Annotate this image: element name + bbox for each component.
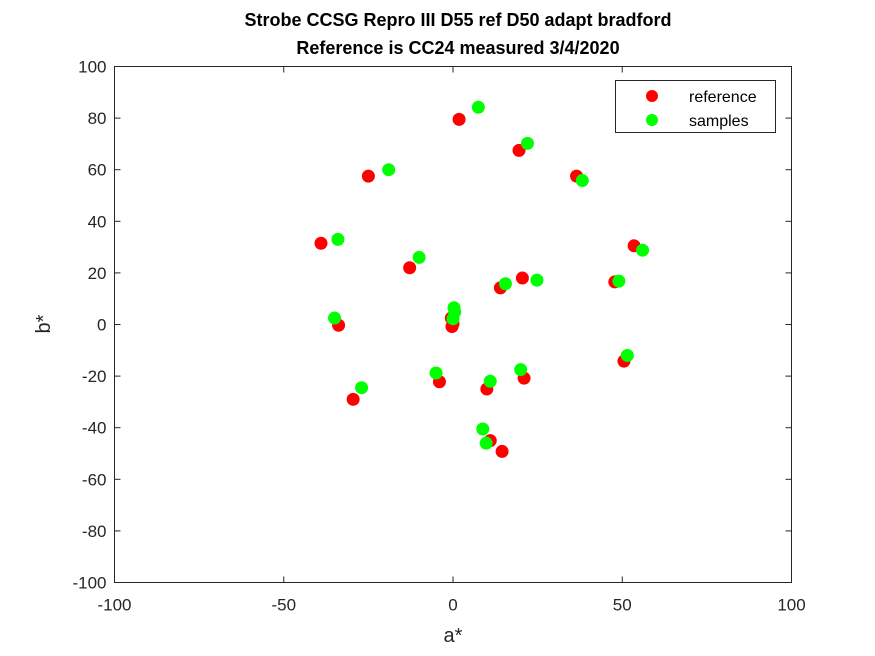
x-tick-label: 0 <box>448 596 457 615</box>
x-tick-label: -50 <box>271 596 296 615</box>
point-samples-13 <box>446 312 460 326</box>
point-reference-1 <box>361 169 375 183</box>
point-samples-14 <box>620 348 634 362</box>
legend: reference samples <box>615 80 776 133</box>
y-tick-label: 20 <box>88 264 107 283</box>
point-samples-2 <box>471 100 485 114</box>
point-reference-9 <box>515 271 529 285</box>
point-samples-4 <box>575 174 589 188</box>
point-samples-7 <box>412 250 426 264</box>
legend-marker-reference <box>646 90 658 102</box>
point-reference-7 <box>403 261 417 275</box>
legend-box <box>615 80 776 133</box>
point-samples-10 <box>328 311 342 325</box>
y-tick-label: 0 <box>97 316 106 335</box>
legend-label-samples: samples <box>689 113 749 130</box>
x-tick-label: 50 <box>613 596 632 615</box>
y-tick-label: -80 <box>82 522 107 541</box>
y-tick-label: -100 <box>72 574 106 593</box>
point-samples-18 <box>355 381 369 395</box>
point-samples-0 <box>331 232 345 246</box>
point-samples-16 <box>483 374 497 388</box>
point-samples-1 <box>382 163 396 177</box>
y-tick-label: -60 <box>82 470 107 489</box>
legend-label-reference: reference <box>689 89 757 106</box>
point-samples-20 <box>479 436 493 450</box>
y-tick-label: 60 <box>88 161 107 180</box>
point-samples-3 <box>520 136 534 150</box>
x-tick-label: -100 <box>97 596 131 615</box>
chart-title: Strobe CCSG Repro III D55 ref D50 adapt … <box>244 10 671 30</box>
point-samples-8 <box>498 277 512 291</box>
y-axis: -100 -80 -60 -40 -20 0 20 40 60 80 100 <box>72 58 792 593</box>
x-axis-label: a* <box>444 625 463 647</box>
point-samples-9 <box>530 273 544 287</box>
y-axis-label: b* <box>33 314 55 333</box>
x-tick-label: 100 <box>777 596 805 615</box>
point-samples-19 <box>476 422 490 436</box>
point-reference-2 <box>452 112 466 126</box>
x-axis: -100 -50 0 50 100 <box>97 66 806 615</box>
point-samples-15 <box>514 363 528 377</box>
y-tick-label: 40 <box>88 212 107 231</box>
point-reference-0 <box>314 236 328 250</box>
point-samples-17 <box>429 366 443 380</box>
point-reference-20 <box>495 444 509 458</box>
y-tick-label: 80 <box>88 109 107 128</box>
y-tick-label: 100 <box>78 58 106 77</box>
legend-marker-samples <box>646 114 658 126</box>
point-samples-5 <box>636 243 650 257</box>
y-tick-label: -20 <box>82 367 107 386</box>
y-tick-label: -40 <box>82 419 107 438</box>
data-points <box>314 100 650 458</box>
chart-subtitle: Reference is CC24 measured 3/4/2020 <box>296 38 619 58</box>
point-samples-6 <box>612 274 626 288</box>
point-reference-18 <box>346 392 360 406</box>
